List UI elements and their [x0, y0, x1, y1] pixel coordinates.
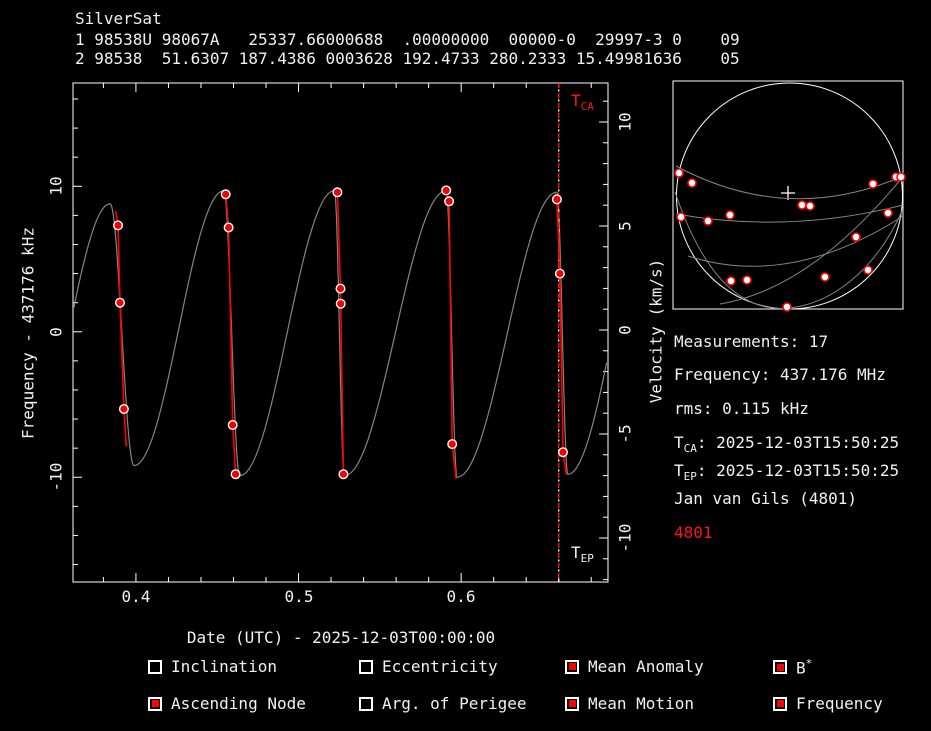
- measurement-point[interactable]: [332, 187, 343, 198]
- toggle-mean-anomaly[interactable]: Mean Anomaly: [565, 657, 704, 676]
- checkbox-mean-motion[interactable]: [565, 696, 579, 711]
- measurement-point[interactable]: [227, 420, 238, 431]
- measurement-point[interactable]: [118, 404, 129, 415]
- sky-measurement-point: [797, 200, 807, 210]
- velocity-tick-label: -5: [615, 424, 635, 444]
- sky-measurement-point: [883, 208, 893, 218]
- measurement-point[interactable]: [551, 194, 562, 205]
- tle-line-2: 2 98538 51.6307 187.4386 0003628 192.473…: [75, 49, 740, 68]
- zenith-cross-icon: [781, 186, 795, 200]
- sky-measurement-point: [703, 216, 713, 226]
- model-doppler-curve: [73, 190, 608, 478]
- sky-measurement-point: [674, 168, 684, 178]
- checkbox-fill: [568, 700, 576, 707]
- frequency-tick-label: 10: [46, 176, 66, 196]
- measurement-point[interactable]: [114, 297, 125, 308]
- measurement-point[interactable]: [447, 439, 458, 450]
- measurement-point[interactable]: [230, 469, 241, 480]
- satellite-track: [719, 178, 902, 305]
- checkbox-label: B*: [796, 657, 813, 678]
- sky-measurement-point: [868, 179, 878, 189]
- sky-measurement-point: [782, 302, 792, 312]
- frequency-tick-label: -10: [46, 462, 66, 492]
- checkbox-mean-anomaly[interactable]: [565, 659, 579, 674]
- fit-frequency: Frequency: 437.176 MHz: [674, 365, 886, 384]
- toggle-arg-of-perigee[interactable]: Arg. of Perigee: [359, 694, 527, 713]
- measurement-point[interactable]: [223, 222, 234, 233]
- fit-curve-segment: [335, 189, 347, 479]
- horizon-circle: [676, 82, 903, 310]
- toggle-b[interactable]: B*: [773, 657, 812, 677]
- checkbox-label: Arg. of Perigee: [382, 694, 527, 713]
- observer-name: Jan van Gils (4801): [674, 489, 858, 508]
- toggle-inclination[interactable]: Inclination: [148, 657, 277, 676]
- satellite-name: SilverSat: [75, 9, 162, 28]
- doppler-plot[interactable]: [0, 0, 655, 620]
- x-tick-label: 0.4: [121, 587, 151, 606]
- velocity-tick-label: 10: [615, 112, 635, 132]
- toggle-frequency[interactable]: Frequency: [773, 694, 883, 713]
- checkbox-inclination[interactable]: [148, 659, 162, 674]
- x-tick-label: 0.6: [446, 587, 476, 606]
- checkbox-label: Frequency: [796, 694, 883, 713]
- fit-rms: rms: 0.115 kHz: [674, 399, 809, 418]
- y-axis-title-frequency: Frequency - 437176 kHz: [18, 227, 38, 439]
- measurement-point[interactable]: [441, 185, 452, 196]
- tca-annotation: TCA: [571, 91, 594, 114]
- sky-measurement-point: [676, 212, 686, 222]
- toggle-eccentricity[interactable]: Eccentricity: [359, 657, 498, 676]
- checkbox-fill: [568, 663, 576, 670]
- site-id: 4801: [674, 523, 713, 542]
- measurements-count: Measurements: 17: [674, 332, 829, 351]
- sky-measurement-point: [896, 172, 906, 182]
- toggle-mean-motion[interactable]: Mean Motion: [565, 694, 694, 713]
- tca-time: TCA: 2025-12-03T15:50:25: [674, 433, 900, 456]
- checkbox-label: Mean Motion: [588, 694, 694, 713]
- measurement-point[interactable]: [335, 283, 346, 294]
- measurement-point[interactable]: [444, 196, 455, 207]
- satellite-track: [674, 191, 903, 309]
- sky-measurement-point: [863, 265, 873, 275]
- checkbox-fill: [776, 700, 784, 707]
- measurement-point[interactable]: [558, 447, 569, 458]
- velocity-tick-label: 5: [615, 221, 635, 231]
- checkbox-label: Mean Anomaly: [588, 657, 704, 676]
- checkbox-arg-of-perigee[interactable]: [359, 696, 373, 711]
- checkbox-frequency[interactable]: [773, 696, 787, 711]
- tle-line-1: 1 98538U 98067A 25337.66000688 .00000000…: [75, 30, 740, 49]
- x-tick-label: 0.5: [284, 587, 314, 606]
- measurement-point[interactable]: [554, 268, 565, 279]
- satellite-track: [687, 215, 904, 267]
- checkbox-b[interactable]: [773, 660, 787, 675]
- sky-measurement-point: [805, 201, 815, 211]
- checkbox-fill: [776, 663, 784, 671]
- sky-measurement-point: [742, 275, 752, 285]
- checkbox-label: Inclination: [171, 657, 277, 676]
- toggle-ascending-node[interactable]: Ascending Node: [148, 694, 306, 713]
- checkbox-label: Eccentricity: [382, 657, 498, 676]
- velocity-tick-label: 0: [615, 325, 635, 335]
- checkbox-ascending-node[interactable]: [148, 696, 162, 711]
- velocity-tick-label: -10: [615, 523, 635, 553]
- sky-plot: [672, 80, 906, 312]
- x-axis-title: Date (UTC) - 2025-12-03T00:00:00: [186, 628, 496, 647]
- checkbox-fill: [151, 700, 159, 707]
- frequency-tick-label: 0: [46, 327, 66, 337]
- y-axis-title-velocity: Velocity (km/s): [646, 258, 666, 404]
- measurement-point[interactable]: [335, 298, 346, 309]
- sky-measurement-point: [851, 232, 861, 242]
- plot-frame: [72, 82, 609, 583]
- tep-time: TEP: 2025-12-03T15:50:25: [674, 461, 900, 484]
- checkbox-label: Ascending Node: [171, 694, 306, 713]
- sky-measurement-point: [726, 276, 736, 286]
- measurement-point[interactable]: [338, 469, 349, 480]
- tep-annotation: TEP: [571, 543, 594, 566]
- sky-measurement-point: [820, 272, 830, 282]
- sky-measurement-point: [725, 210, 735, 220]
- sky-measurement-point: [687, 178, 697, 188]
- checkbox-eccentricity[interactable]: [359, 659, 373, 674]
- measurement-point[interactable]: [112, 220, 123, 231]
- measurement-point[interactable]: [220, 189, 231, 200]
